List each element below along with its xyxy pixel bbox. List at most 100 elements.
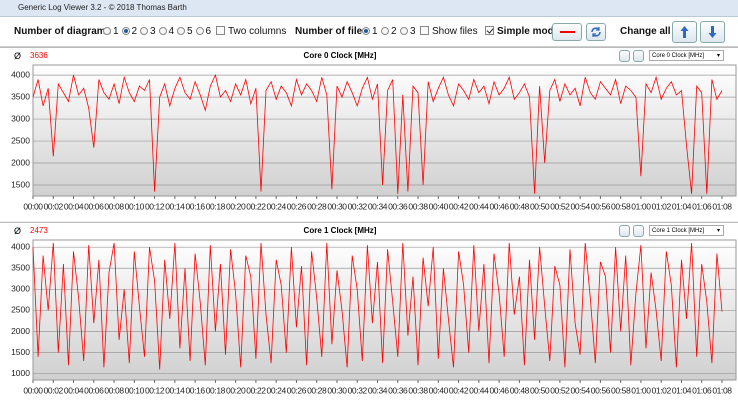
radio[interactable] (177, 27, 185, 35)
x-tick-label: 00:58 (611, 385, 631, 395)
x-tick-label: 00:42 (449, 385, 469, 395)
x-tick-label: 00:02 (44, 201, 64, 211)
x-tick-label: 00:26 (287, 201, 307, 211)
option-label: 4 (168, 26, 175, 37)
x-tick-label: 01:08 (712, 201, 732, 211)
x-tick-label: 01:00 (631, 385, 651, 395)
y-tick-label: 1000 (11, 368, 30, 378)
x-tick-label: 01:08 (712, 385, 732, 395)
select-arrow: ▾ (716, 53, 720, 59)
y-tick-label: 2000 (11, 157, 30, 167)
checkbox[interactable] (420, 26, 429, 35)
x-tick-label: 00:16 (185, 385, 205, 395)
average-symbol: Ø (14, 226, 22, 236)
x-tick-label: 01:04 (672, 201, 692, 211)
select-arrow: ▾ (716, 228, 720, 234)
radio-option[interactable]: 4 (158, 26, 175, 37)
x-tick-label: 00:50 (530, 385, 550, 395)
radio-option[interactable]: 6 (195, 26, 212, 37)
x-tick-label: 00:18 (206, 201, 226, 211)
x-tick-label: 00:08 (104, 385, 124, 395)
x-tick-label: 00:22 (246, 201, 266, 211)
x-tick-label: 00:32 (348, 385, 368, 395)
two-columns-option[interactable]: Two columns (216, 26, 286, 37)
radio-option[interactable]: 1 (103, 26, 119, 37)
option-label: 2 (131, 26, 138, 37)
option-label: 1 (372, 26, 378, 37)
x-tick-label: 00:24 (267, 385, 287, 395)
show-files-option[interactable]: Show files (420, 26, 478, 37)
radio-option[interactable]: 5 (177, 26, 193, 37)
x-tick-label: 00:06 (84, 385, 104, 395)
x-tick-label: 00:44 (469, 385, 489, 395)
checkbox[interactable] (216, 26, 225, 35)
x-tick-label: 01:06 (692, 385, 712, 395)
y-tick-label: 2500 (11, 305, 30, 315)
x-tick-label: 00:48 (510, 201, 530, 211)
option-label: 6 (205, 26, 212, 37)
down-button[interactable] (633, 50, 644, 62)
x-tick-label: 00:36 (388, 201, 408, 211)
simple-mode-option[interactable]: Simple mode (485, 26, 559, 37)
diagrams-label: Number of diagrams (14, 26, 112, 37)
x-tick-label: 00:34 (368, 385, 388, 395)
radio-option[interactable]: 3 (140, 26, 156, 37)
move-down-button[interactable] (700, 21, 725, 43)
x-tick-label: 00:36 (388, 385, 408, 395)
info-button[interactable] (619, 50, 630, 62)
x-tick-label: 01:00 (631, 201, 651, 211)
radio[interactable] (400, 27, 408, 35)
x-tick-label: 00:20 (226, 385, 246, 395)
x-tick-label: 00:38 (408, 385, 428, 395)
radio-option[interactable]: 2 (381, 26, 397, 37)
option-label: 5 (187, 26, 193, 37)
x-tick-label: 00:52 (550, 201, 570, 211)
refresh-button[interactable] (586, 23, 606, 41)
move-up-button[interactable] (672, 21, 697, 43)
x-tick-label: 00:46 (489, 385, 509, 395)
signal-select[interactable]: Core 0 Clock [MHz] ▾ (649, 50, 724, 61)
x-tick-label: 00:02 (44, 385, 64, 395)
x-tick-label: 00:56 (591, 385, 611, 395)
y-tick-label: 3000 (11, 113, 30, 123)
chart-header: Ø 2473 Core 1 Clock [MHz] Core 1 Clock [MHz… (0, 223, 738, 239)
x-tick-label: 00:16 (185, 201, 205, 211)
x-tick-label: 00:06 (84, 201, 104, 211)
option-label: 2 (391, 26, 397, 37)
x-tick-label: 00:00 (23, 201, 43, 211)
x-tick-label: 00:08 (104, 201, 124, 211)
radio[interactable] (140, 27, 148, 35)
radio[interactable] (362, 27, 370, 35)
radio[interactable] (121, 27, 130, 35)
line-style-button[interactable] (552, 23, 582, 41)
x-tick-label: 00:22 (246, 385, 266, 395)
chart-title: Core 1 Clock [MHz] (303, 226, 377, 235)
x-tick-label: 00:48 (510, 385, 530, 395)
x-tick-label: 00:12 (145, 201, 165, 211)
radio-option[interactable]: 1 (362, 26, 378, 37)
chart-title: Core 0 Clock [MHz] (303, 51, 377, 60)
info-button[interactable] (619, 225, 630, 237)
radio-option[interactable]: 2 (121, 26, 138, 37)
radio[interactable] (158, 27, 167, 35)
radio[interactable] (195, 27, 204, 35)
x-tick-label: 00:10 (125, 201, 145, 211)
files-label: Number of files (295, 26, 368, 37)
current-value: 2473 (30, 226, 48, 235)
x-tick-label: 00:50 (530, 201, 550, 211)
radio-option[interactable]: 3 (400, 26, 416, 37)
radio[interactable] (103, 27, 111, 35)
chart-header: Ø 3636 Core 0 Clock [MHz] Core 0 Clock [MHz… (0, 48, 738, 64)
checkbox[interactable] (485, 26, 494, 35)
x-tick-label: 00:46 (489, 201, 509, 211)
option-label: Two columns (228, 26, 287, 37)
data-line (32, 73, 723, 194)
radio[interactable] (381, 27, 389, 35)
down-button[interactable] (633, 225, 644, 237)
signal-select[interactable]: Core 1 Clock [MHz] ▾ (649, 225, 724, 236)
down-icon (708, 26, 717, 38)
x-tick-label: 00:44 (469, 201, 489, 211)
x-tick-label: 00:40 (429, 201, 449, 211)
x-tick-label: 00:20 (226, 201, 246, 211)
